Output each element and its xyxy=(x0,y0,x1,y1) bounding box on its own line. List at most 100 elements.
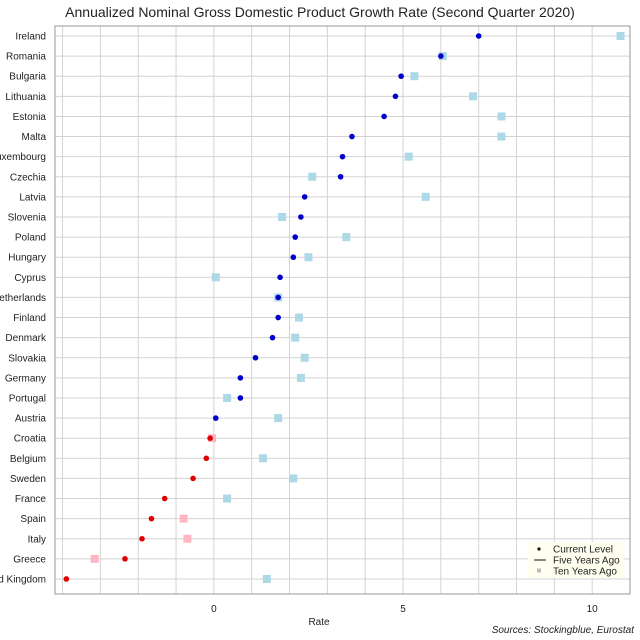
sources-note: Sources: Stockingblue, Eurostat xyxy=(491,625,634,636)
category-label: Hungary xyxy=(8,253,46,264)
current-level-point xyxy=(339,153,346,160)
x-tick-label: 10 xyxy=(587,604,599,615)
ten-years-ago-point xyxy=(277,212,286,221)
category-label: Czechia xyxy=(10,172,47,183)
category-label: Spain xyxy=(20,514,46,525)
current-level-point xyxy=(381,113,387,120)
category-labels: Ireland Romania Bulgaria Lithuania Estonia Ma… xyxy=(0,32,47,586)
ten-years-ago-point xyxy=(223,393,232,402)
ten-years-ago-point xyxy=(291,333,300,342)
current-level-markers xyxy=(63,33,482,582)
current-level-point xyxy=(275,314,281,321)
category-label: Malta xyxy=(22,132,47,143)
ten-years-ago-point xyxy=(304,253,313,262)
current-level-point xyxy=(398,73,404,80)
current-level-point xyxy=(148,515,155,522)
x-tick-label: 0 xyxy=(211,604,217,615)
current-level-point xyxy=(207,435,213,442)
category-label: Austria xyxy=(15,414,47,425)
ten-years-ago-point xyxy=(223,494,232,503)
ten-years-ago-point xyxy=(296,373,305,382)
ten-years-ago-point xyxy=(179,514,188,523)
current-level-point xyxy=(203,455,210,462)
ten-years-ago-point xyxy=(410,72,419,81)
current-level-point xyxy=(122,556,128,562)
category-label: Lithuania xyxy=(5,92,46,103)
current-level-point xyxy=(63,576,70,582)
x-tick-labels: 0 5 10 xyxy=(211,604,598,615)
category-label: Poland xyxy=(15,233,46,244)
legend-ten-years-ago: Ten Years Ago xyxy=(553,567,617,578)
ten-years-ago-point xyxy=(300,353,309,362)
ten-years-ago-point xyxy=(274,414,283,423)
x-tick-label: 5 xyxy=(400,604,406,615)
category-label: Slovenia xyxy=(8,212,47,223)
category-label: Greece xyxy=(13,554,46,565)
x-axis-label: Rate xyxy=(308,617,330,628)
current-level-point xyxy=(292,234,299,240)
category-label: Luxembourg xyxy=(0,152,46,163)
category-label: Cyprus xyxy=(14,273,46,284)
category-label: Sweden xyxy=(10,474,46,485)
chart-title: Annualized Nominal Gross Domestic Produc… xyxy=(65,4,575,20)
current-level-point xyxy=(349,133,355,140)
current-level-point xyxy=(139,535,145,542)
ten-years-ago-point xyxy=(497,112,506,121)
ten-years-ago-point xyxy=(90,554,99,563)
category-label: Latvia xyxy=(19,192,46,203)
ten-years-ago-point xyxy=(259,454,268,463)
legend-current-marker xyxy=(537,547,541,551)
ten-years-ago-point xyxy=(469,92,478,101)
category-label: Slovakia xyxy=(8,353,46,364)
category-label: United Kingdom xyxy=(0,574,46,585)
current-level-point xyxy=(301,194,308,200)
current-level-point xyxy=(475,33,482,39)
ten-years-ago-point xyxy=(308,172,317,181)
ten-years-ago-point xyxy=(404,152,413,161)
category-label: Croatia xyxy=(14,434,47,445)
current-level-point xyxy=(277,274,283,281)
legend-ten-marker xyxy=(537,568,541,573)
current-level-point xyxy=(438,53,444,59)
category-label: France xyxy=(15,494,47,505)
ten-years-ago-point xyxy=(421,192,430,201)
current-level-point xyxy=(269,334,276,341)
legend-five-years-ago: Five Years Ago xyxy=(553,556,620,567)
current-level-point xyxy=(298,214,304,220)
plot-frame xyxy=(54,25,631,595)
ten-years-ago-point xyxy=(211,273,220,282)
current-level-point xyxy=(190,475,196,482)
ten-years-ago-point xyxy=(294,313,303,322)
ten-years-ago-point xyxy=(497,132,506,141)
category-label: Portugal xyxy=(9,393,46,404)
category-label: Finland xyxy=(13,313,46,324)
category-label: Bulgaria xyxy=(9,72,46,83)
category-label: Belgium xyxy=(10,454,46,465)
current-level-point xyxy=(252,354,259,361)
category-label: Netherlands xyxy=(0,293,46,304)
ten-years-ago-point xyxy=(262,574,271,583)
current-level-point xyxy=(237,395,244,401)
category-label: Italy xyxy=(28,534,46,545)
current-level-point xyxy=(275,294,281,301)
current-level-point xyxy=(392,93,399,100)
current-level-point xyxy=(337,173,344,180)
legend: Current Level Five Years Ago Ten Years A… xyxy=(528,542,624,578)
category-label: Romania xyxy=(6,52,46,63)
ten-years-ago-point xyxy=(289,474,298,483)
current-level-point xyxy=(237,375,244,381)
legend-current-level: Current Level xyxy=(553,545,613,556)
category-label: Ireland xyxy=(15,32,46,43)
current-level-point xyxy=(212,415,219,421)
current-level-point xyxy=(161,495,168,502)
ten-years-ago-point xyxy=(342,233,351,242)
category-label: Estonia xyxy=(13,112,47,123)
current-level-point xyxy=(290,254,297,261)
grid-layer xyxy=(55,26,631,594)
ten-years-ago-point xyxy=(616,32,625,40)
category-label: Denmark xyxy=(5,333,47,344)
ten-years-ago-point xyxy=(183,534,192,543)
ten-years-ago-markers xyxy=(90,32,625,583)
category-label: Germany xyxy=(5,373,46,384)
